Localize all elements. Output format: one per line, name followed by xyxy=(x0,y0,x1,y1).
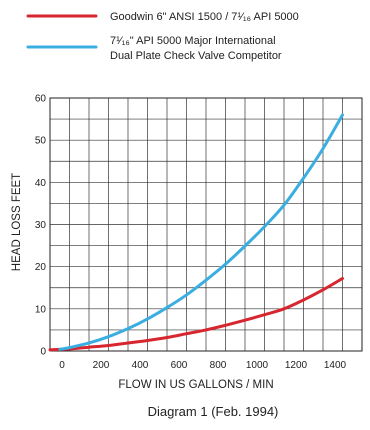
legend: Goodwin 6" ANSI 1500 / 7¹⁄₁₆ API 5000 7¹… xyxy=(26,11,299,62)
plot-frame xyxy=(49,97,363,352)
y-tick-label: 30 xyxy=(35,220,47,231)
x-tick-label: 1200 xyxy=(285,360,308,371)
y-axis-label: HEAD LOSS FEET xyxy=(11,173,23,271)
x-tick-label: 400 xyxy=(132,360,149,371)
x-tick-label: 800 xyxy=(210,360,227,371)
x-tick-label: 1400 xyxy=(324,360,347,371)
x-axis-label: FLOW IN US GALLONS / MIN xyxy=(118,379,273,391)
x-tick-label: 1000 xyxy=(246,360,269,371)
y-tick-label: 10 xyxy=(35,304,47,315)
grid xyxy=(49,97,363,352)
legend-label-competitor-line1: 7¹⁄₁₆" API 5000 Major International xyxy=(110,35,276,47)
y-tick-label: 60 xyxy=(35,94,47,105)
x-tick-label: 0 xyxy=(59,360,65,371)
series-line-competitor xyxy=(58,113,344,351)
legend-label-goodwin: Goodwin 6" ANSI 1500 / 7¹⁄₁₆ API 5000 xyxy=(110,11,299,23)
x-tick-label: 200 xyxy=(93,360,110,371)
series xyxy=(48,113,344,352)
series-line-goodwin xyxy=(48,276,344,352)
legend-label-competitor-line2: Dual Plate Check Valve Competitor xyxy=(110,50,282,62)
y-tick-label: 40 xyxy=(35,178,47,189)
x-tick-label: 600 xyxy=(171,360,188,371)
chart-caption: Diagram 1 (Feb. 1994) xyxy=(148,404,279,419)
y-tick-label: 50 xyxy=(35,136,47,147)
y-tick-label: 0 xyxy=(40,347,46,358)
y-tick-label: 20 xyxy=(35,262,47,273)
